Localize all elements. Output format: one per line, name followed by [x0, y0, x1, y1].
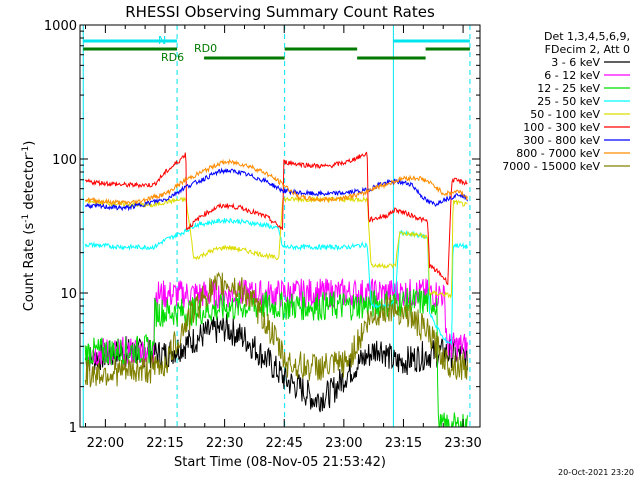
flag-label-rd0: RD0 [194, 42, 217, 55]
flag-label-n: N [158, 34, 166, 47]
flag-label-rd6: RD6 [161, 51, 184, 64]
legend-header-line-2: FDecim 2, Att 0 [545, 43, 630, 56]
x-tick-label: 22:15 [146, 436, 183, 451]
flags-layer [82, 25, 471, 427]
y-tick-label: 1000 [44, 19, 77, 34]
series-layer [84, 151, 468, 429]
chart-title: RHESSI Observing Summary Count Rates [125, 3, 435, 21]
legend-label: 300 - 800 keV [523, 134, 600, 147]
y-tick-label: 100 [52, 153, 77, 168]
legend-label: 7000 - 15000 keV [502, 160, 600, 173]
timestamp: 20-Oct-2021 23:20 [558, 468, 634, 477]
legend: Det 1,3,4,5,6,9, FDecim 2, Att 0 3 - 6 k… [502, 30, 630, 173]
legend-label: 3 - 6 keV [551, 56, 600, 69]
y-axis-label: Count Rate (s-1 detector-1) [21, 141, 37, 312]
legend-header-line-1: Det 1,3,4,5,6,9, [544, 30, 630, 43]
x-tick-label: 22:45 [265, 436, 302, 451]
series-line-7 [85, 158, 468, 206]
plot-frame [79, 24, 481, 428]
legend-label: 25 - 50 keV [537, 95, 600, 108]
legend-label: 50 - 100 keV [530, 108, 600, 121]
x-tick-label: 23:30 [444, 436, 481, 451]
series-line-5 [84, 151, 468, 286]
series-line-8 [84, 271, 468, 388]
y-tick-label: 1 [69, 421, 77, 436]
legend-label: 12 - 25 keV [537, 82, 600, 95]
x-tick-label: 23:00 [325, 436, 362, 451]
series-line-6 [84, 167, 468, 212]
x-tick-label: 22:00 [87, 436, 124, 451]
ticks-layer: 22:00 22:15 22:30 22:45 23:00 23:15 23:30 1 10 10… [44, 19, 482, 451]
x-tick-label: 22:30 [206, 436, 243, 451]
x-axis-label: Start Time (08-Nov-05 21:53:42) [174, 455, 386, 470]
legend-label: 800 - 7000 keV [516, 147, 600, 160]
legend-label: 6 - 12 keV [544, 69, 600, 82]
x-tick-label: 23:15 [385, 436, 422, 451]
legend-label: 100 - 300 keV [523, 121, 600, 134]
y-tick-label: 10 [60, 287, 77, 302]
series-line-2 [84, 287, 468, 429]
